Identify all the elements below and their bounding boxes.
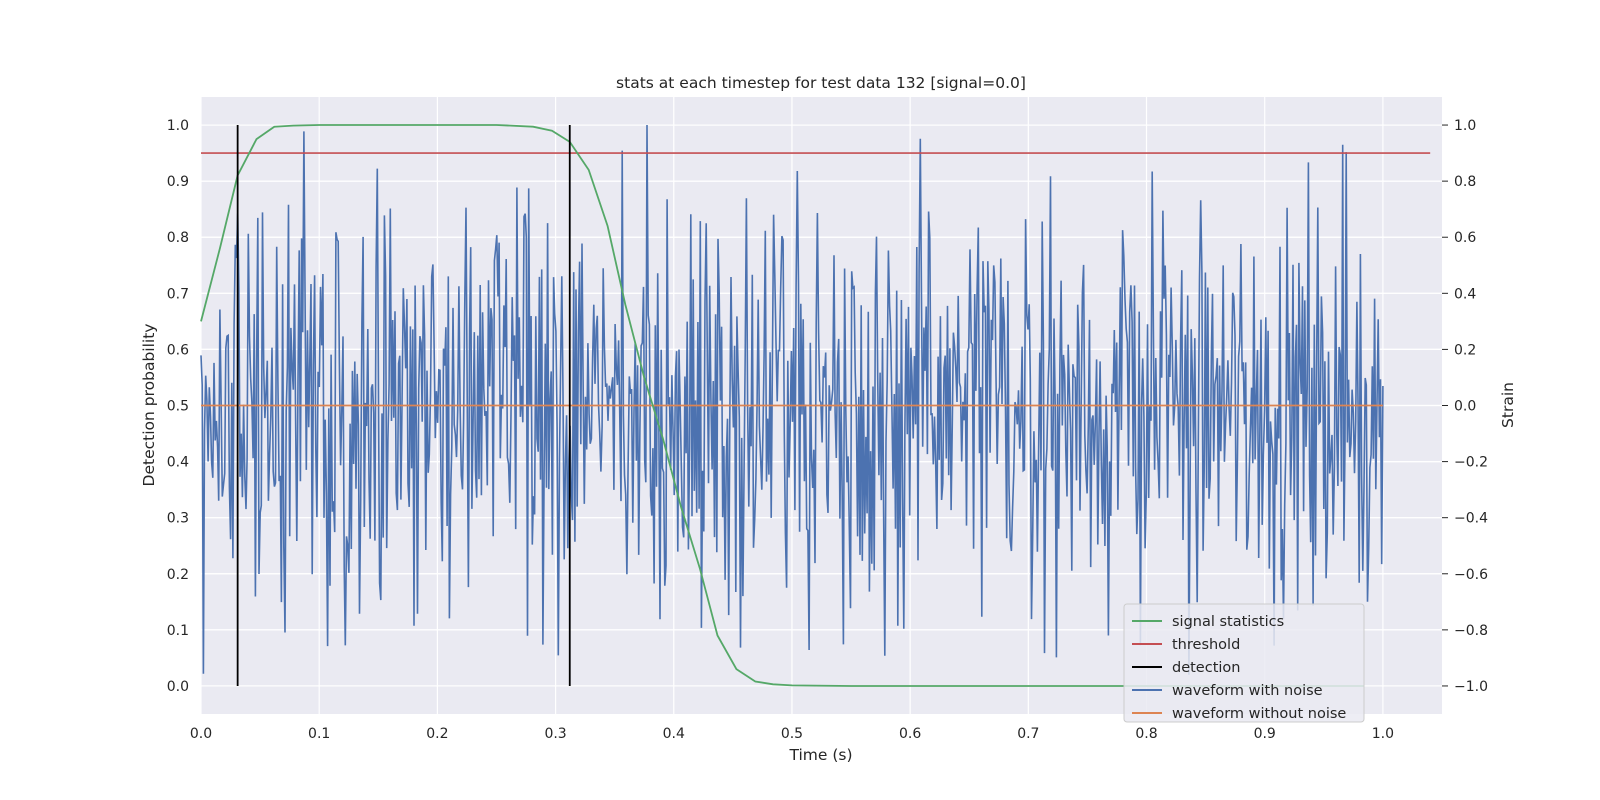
legend-box xyxy=(1123,603,1365,723)
waveform-layer xyxy=(200,124,1384,675)
legend: signal statistics threshold detection wavef… xyxy=(1123,603,1365,723)
x-tick-label: 0.6 xyxy=(899,726,921,742)
y-right-tick-label: 0.8 xyxy=(1454,174,1476,190)
y-right-tick-label: −0.2 xyxy=(1454,455,1488,471)
x-tick-label: 0.2 xyxy=(426,726,448,742)
series-signal-statistics xyxy=(200,124,1364,687)
y-right-tick-label: −1.0 xyxy=(1454,679,1488,695)
x-axis-label: Time (s) xyxy=(788,746,852,764)
series-waveform-with-noise xyxy=(200,124,1384,675)
y-left-tick-label: 0.9 xyxy=(167,174,189,190)
y-left-tick-label: 0.8 xyxy=(167,230,189,246)
x-tick-label: 0.4 xyxy=(663,726,685,742)
y-left-tick-label: 0.2 xyxy=(167,567,189,583)
x-tick-label: 0.1 xyxy=(308,726,330,742)
x-tick-label: 0.3 xyxy=(544,726,566,742)
y-left-tick-label: 0.3 xyxy=(167,511,189,527)
y-left-tick-label: 0.7 xyxy=(167,286,189,302)
legend-label: waveform without noise xyxy=(1172,706,1346,722)
y-right-tick-label: 0.2 xyxy=(1454,342,1476,358)
y-right-tick-label: −0.4 xyxy=(1454,511,1488,527)
x-tick-label: 0.5 xyxy=(781,726,803,742)
x-tick-label: 0.7 xyxy=(1017,726,1039,742)
y-left-tick-label: 0.0 xyxy=(167,679,189,695)
y-right-tick-label: 1.0 xyxy=(1454,118,1476,134)
y-left-tick-label: 1.0 xyxy=(167,118,189,134)
legend-label: detection xyxy=(1172,660,1240,676)
x-tick-label: 0.0 xyxy=(190,726,212,742)
y-right-tick-label: 0.6 xyxy=(1454,230,1476,246)
y-left-tick-label: 0.5 xyxy=(167,399,189,415)
legend-label: signal statistics xyxy=(1172,614,1284,630)
x-tick-label: 0.9 xyxy=(1254,726,1276,742)
legend-label: waveform with noise xyxy=(1172,683,1323,699)
y-left-tick-label: 0.6 xyxy=(167,342,189,358)
y-right-tick-label: 0.0 xyxy=(1454,399,1476,415)
y-right-tick-label: 0.4 xyxy=(1454,286,1476,302)
y-right-tick-label: −0.6 xyxy=(1454,567,1488,583)
axes: 0.0 0.1 0.2 0.3 0.4 0.5 0.6 0.7 0.8 0.9 1.0 0.0 0.1 0… xyxy=(167,118,1488,742)
y-axis-right-label: Strain xyxy=(1499,382,1517,428)
lines-layer xyxy=(200,124,1431,687)
x-tick-label: 1.0 xyxy=(1372,726,1394,742)
y-left-tick-label: 0.1 xyxy=(167,623,189,639)
x-tick-label: 0.8 xyxy=(1135,726,1157,742)
chart-title: stats at each timestep for test data 132… xyxy=(616,74,1026,92)
legend-label: threshold xyxy=(1172,637,1240,653)
y-left-tick-label: 0.4 xyxy=(167,455,189,471)
y-right-tick-label: −0.8 xyxy=(1454,623,1488,639)
y-axis-left-label: Detection probability xyxy=(140,324,158,487)
